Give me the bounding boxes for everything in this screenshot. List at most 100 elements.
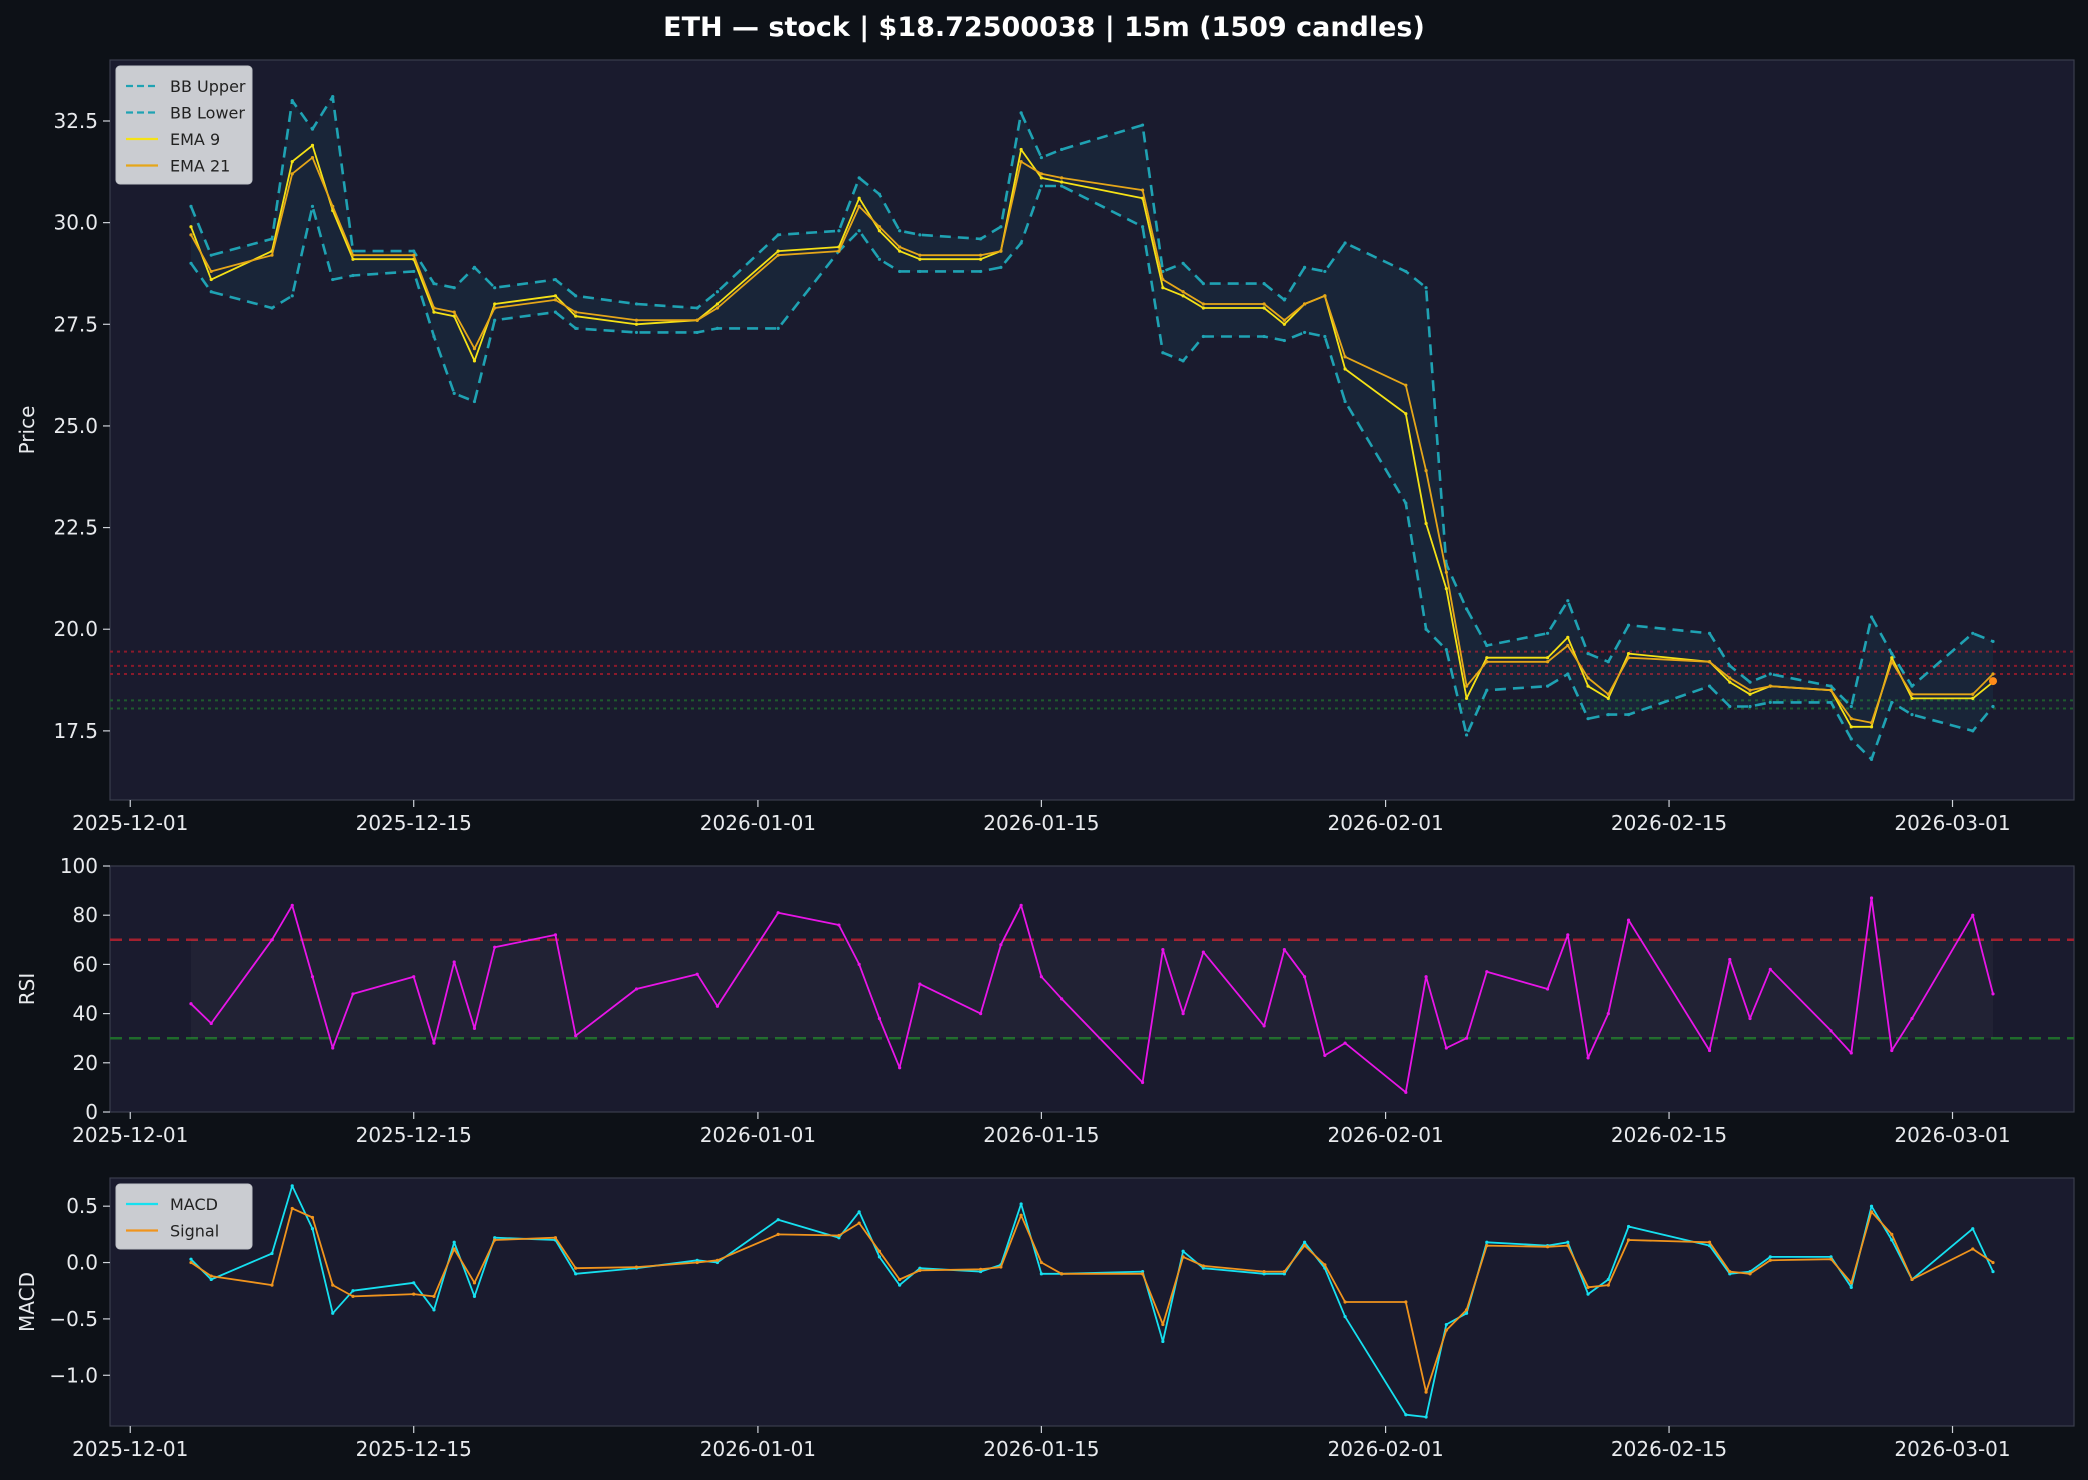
rsi-point xyxy=(1728,957,1732,962)
ema-9-point xyxy=(1161,286,1165,290)
signal-point xyxy=(553,1236,558,1240)
ema-21-point xyxy=(1566,643,1570,648)
rsi-point xyxy=(412,975,416,979)
bb-upper-point xyxy=(1890,652,1894,656)
price-xtick-label: 2026-01-15 xyxy=(983,811,1099,835)
signal-point xyxy=(270,1283,274,1287)
macd-point xyxy=(857,1210,861,1214)
rsi-point xyxy=(1201,950,1205,954)
bb-upper-point xyxy=(1606,660,1610,664)
signal-point xyxy=(776,1232,780,1236)
ema-9-point xyxy=(1890,656,1894,660)
ema-21-point xyxy=(1890,660,1894,664)
signal-point xyxy=(1768,1258,1772,1262)
bb-lower-point xyxy=(1201,334,1205,339)
signal-point xyxy=(1464,1308,1469,1312)
bb-lower-point xyxy=(1141,225,1145,229)
signal-point xyxy=(1910,1277,1914,1282)
bb-upper-point xyxy=(1869,615,1874,619)
signal-point xyxy=(1039,1260,1043,1265)
ema-21-point xyxy=(837,249,841,253)
rsi-point xyxy=(1019,903,1023,907)
macd-xtick-label: 2025-12-15 xyxy=(356,1437,472,1461)
bb-lower-point xyxy=(695,330,699,335)
ema-9-point xyxy=(1566,635,1570,639)
rsi-xtick-label: 2025-12-01 xyxy=(72,1123,188,1147)
signal-point xyxy=(412,1292,416,1296)
macd-panel: −1.0 −0.5 0.0 0.5 MACD 2025-12-01 2025-12-15 20… xyxy=(15,1177,2075,1461)
rsi-ytick-label: 20 xyxy=(73,1051,98,1075)
ema-21-point xyxy=(999,249,1003,253)
bb-lower-point xyxy=(1849,737,1853,741)
rsi-point xyxy=(574,1034,578,1038)
ema-21-point xyxy=(1971,692,1975,696)
rsi-point xyxy=(1161,948,1165,952)
ema-21-point xyxy=(1141,188,1145,192)
signal-point xyxy=(1201,1264,1205,1268)
macd-legend-label: MACD xyxy=(170,1195,218,1214)
rsi-point xyxy=(1039,975,1043,979)
bb-lower-point xyxy=(553,310,558,314)
signal-point xyxy=(1141,1272,1145,1276)
ema-21-point xyxy=(209,269,213,274)
macd-point xyxy=(1626,1224,1631,1229)
macd-point xyxy=(1201,1266,1205,1270)
bb-lower-point xyxy=(776,326,780,330)
bb-lower-point xyxy=(1626,713,1631,717)
chart-title: ETH — stock | $18.72500038 | 15m (1509 c… xyxy=(663,12,1425,43)
ema-9-point xyxy=(776,249,780,253)
price-legend-label: EMA 9 xyxy=(170,130,220,149)
macd-point xyxy=(1890,1238,1894,1242)
rsi-point xyxy=(898,1066,902,1070)
ema-21-point xyxy=(1586,676,1590,680)
ema-9-point xyxy=(1464,696,1469,700)
ema-21-point xyxy=(1343,355,1347,359)
bb-lower-point xyxy=(1991,704,1995,709)
ema-9-point xyxy=(1039,176,1043,180)
bb-upper-point xyxy=(1201,282,1205,286)
signal-point xyxy=(877,1249,882,1253)
ema-9-point xyxy=(432,310,436,314)
price-panel: 17.5 20.0 22.5 25.0 27.5 30.0 32.5 Price 2025-12… xyxy=(15,59,2075,835)
ema-9-point xyxy=(979,257,983,261)
bb-upper-point xyxy=(1566,599,1570,603)
signal-point xyxy=(1971,1247,1975,1251)
bb-upper-point xyxy=(1323,269,1327,274)
ema-21-point xyxy=(553,298,558,302)
bb-upper-point xyxy=(695,306,699,310)
bb-lower-point xyxy=(1485,688,1489,692)
macd-plot-area xyxy=(109,1177,2075,1427)
bb-upper-point xyxy=(776,233,780,237)
bb-lower-point xyxy=(1869,757,1874,761)
ema-21-point xyxy=(1039,172,1043,176)
macd-point xyxy=(472,1294,477,1298)
rsi-point xyxy=(1181,1012,1185,1016)
price-legend-box xyxy=(115,65,253,185)
last-price-marker xyxy=(1989,677,1998,686)
rsi-point xyxy=(979,1012,983,1016)
rsi-point xyxy=(1971,913,1975,917)
price-ytick-label: 20.0 xyxy=(53,617,98,641)
ema-9-point xyxy=(1728,680,1732,684)
signal-point xyxy=(1323,1263,1327,1267)
ema-21-point xyxy=(1606,692,1610,696)
bb-upper-point xyxy=(1849,704,1853,709)
rsi-point xyxy=(857,962,861,967)
ema-9-point xyxy=(472,359,477,363)
ema-21-point xyxy=(1262,302,1266,306)
signal-series-line xyxy=(190,1207,1994,1394)
signal-point xyxy=(351,1294,355,1298)
ema-21-point xyxy=(1545,660,1550,664)
bb-upper-point xyxy=(331,94,335,99)
ema-21-point xyxy=(1019,160,1023,164)
bb-upper-point xyxy=(1626,623,1631,627)
bb-upper-point xyxy=(877,192,882,196)
signal-point xyxy=(1606,1283,1610,1287)
ema-21-point xyxy=(1991,672,1995,676)
ema-21-point xyxy=(1161,277,1165,282)
bb-upper-point xyxy=(1282,298,1286,302)
macd-point xyxy=(1869,1204,1874,1208)
bb-lower-point xyxy=(1707,684,1712,688)
rsi-point xyxy=(877,1016,882,1021)
bb-upper-point xyxy=(857,176,861,180)
